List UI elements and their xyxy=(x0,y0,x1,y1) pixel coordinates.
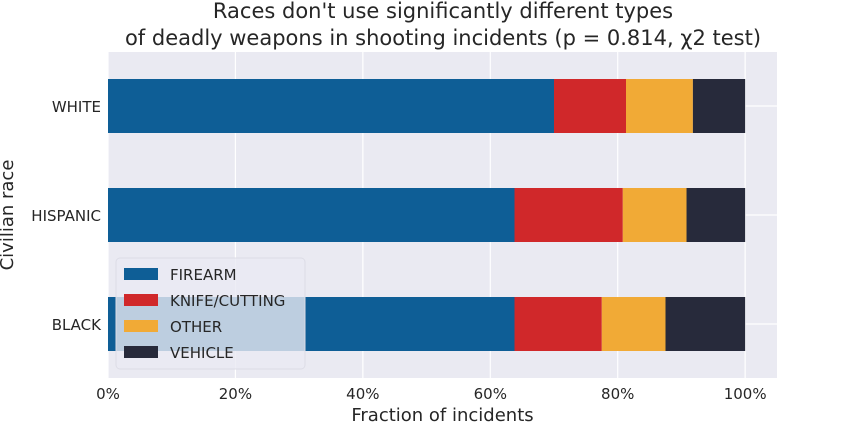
x-tick-label: 80% xyxy=(601,385,634,403)
legend-swatch xyxy=(124,320,158,332)
bar-hispanic-firearm xyxy=(108,188,515,242)
legend-label: KNIFE/CUTTING xyxy=(170,292,285,310)
bar-black-knife-cutting xyxy=(514,297,602,351)
legend-box xyxy=(115,257,306,370)
x-axis-label: Fraction of incidents xyxy=(351,405,533,426)
y-tick-label: WHITE xyxy=(52,98,101,116)
x-tick-label: 60% xyxy=(474,385,507,403)
bar-hispanic-other xyxy=(622,188,687,242)
legend-swatch xyxy=(124,294,158,306)
bar-hispanic-vehicle xyxy=(686,188,746,242)
bar-white-other xyxy=(625,79,693,133)
y-tick-label: HISPANIC xyxy=(31,207,101,225)
bar-white-firearm xyxy=(108,79,554,133)
bars xyxy=(108,79,746,351)
x-tick-label: 0% xyxy=(96,385,120,403)
chart-title-line-1: Races don't use significantly different … xyxy=(213,0,673,23)
y-tick-label: BLACK xyxy=(52,316,102,334)
bar-white-knife-cutting xyxy=(554,79,626,133)
x-tick-label: 100% xyxy=(724,385,767,403)
legend-label: VEHICLE xyxy=(170,344,234,362)
y-tick-labels: WHITE HISPANIC BLACK xyxy=(31,98,102,334)
bar-white-vehicle xyxy=(692,79,746,133)
y-axis-label: Civilian race xyxy=(0,160,18,271)
legend: FIREARM KNIFE/CUTTING OTHER VEHICLE xyxy=(115,257,306,370)
bar-black-vehicle xyxy=(665,297,746,351)
x-tick-label: 40% xyxy=(346,385,379,403)
legend-swatch xyxy=(124,346,158,358)
bar-hispanic-knife-cutting xyxy=(514,188,623,242)
chart-title-line-2: of deadly weapons in shooting incidents … xyxy=(125,26,761,50)
legend-label: FIREARM xyxy=(170,266,237,284)
legend-swatch xyxy=(124,268,158,280)
x-tick-labels: 0% 20% 40% 60% 80% 100% xyxy=(96,385,766,403)
legend-label: OTHER xyxy=(170,318,222,336)
bar-black-other xyxy=(601,297,666,351)
x-tick-label: 20% xyxy=(219,385,252,403)
